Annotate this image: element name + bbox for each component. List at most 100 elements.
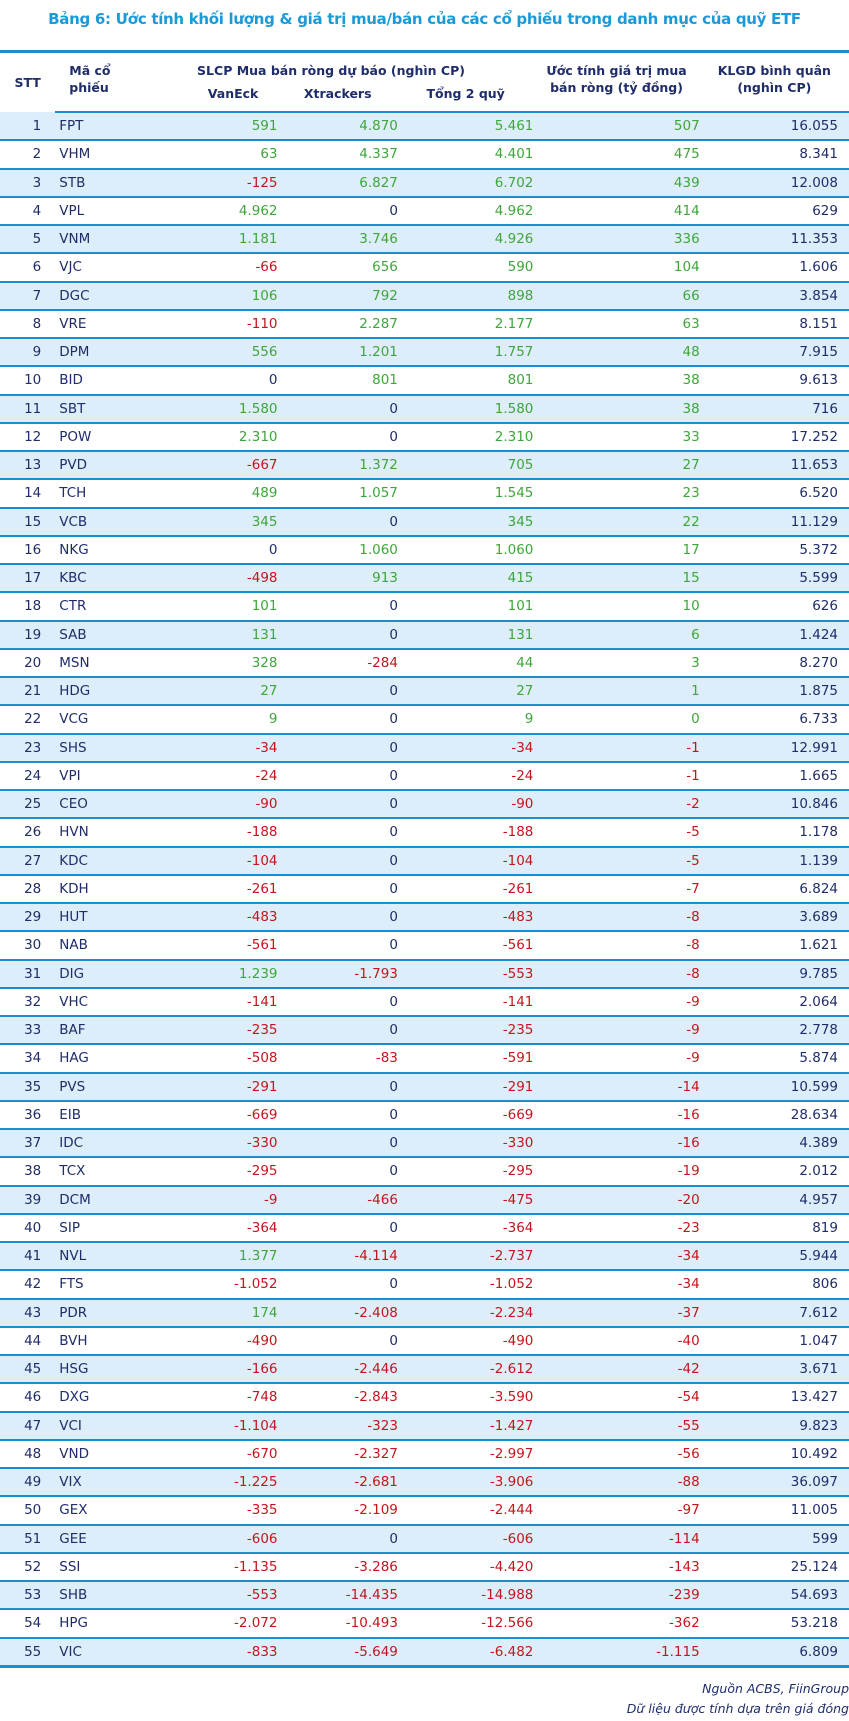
- cell-klgd: 12.991: [699, 733, 849, 763]
- cell-klgd: 53.218: [699, 1609, 849, 1639]
- header-stt: STT: [0, 50, 56, 112]
- cell-value: -97: [533, 1496, 700, 1526]
- cell-xtrackers: -83: [277, 1044, 398, 1074]
- cell-value: -37: [533, 1298, 700, 1328]
- cell-stt: 33: [0, 1016, 56, 1046]
- cell-total: -24: [397, 761, 534, 792]
- cell-stt: 40: [0, 1213, 56, 1244]
- cell-code: HPG: [55, 1609, 129, 1639]
- table-row: 21 HDG 27 0 27 1 1.875: [0, 677, 849, 707]
- cell-value: -9: [533, 1044, 700, 1074]
- cell-value: 38: [533, 394, 700, 424]
- cell-stt: 7: [0, 281, 56, 311]
- cell-xtrackers: 913: [277, 564, 398, 594]
- cell-value: 63: [533, 309, 700, 340]
- table-row: 2 VHM 63 4.337 4.401 475 8.341: [0, 140, 849, 170]
- cell-vaneck: 328: [128, 648, 278, 679]
- cell-code: FPT: [55, 112, 129, 142]
- cell-value: -8: [533, 959, 700, 989]
- cell-code: PVS: [55, 1072, 129, 1102]
- table-row: 16 NKG 0 1.060 1.060 17 5.372: [0, 535, 849, 566]
- cell-value: -23: [533, 1213, 700, 1244]
- cell-total: -2.234: [397, 1298, 534, 1328]
- cell-xtrackers: 1.057: [277, 479, 398, 509]
- cell-code: HAG: [55, 1044, 129, 1074]
- cell-klgd: 10.599: [699, 1072, 849, 1102]
- cell-klgd: 28.634: [699, 1100, 849, 1131]
- cell-stt: 2: [0, 140, 56, 170]
- table-row: 19 SAB 131 0 131 6 1.424: [0, 620, 849, 650]
- header-value-1: Ước tính giá trị mua: [533, 50, 700, 79]
- table-row: 44 BVH -490 0 -490 -40 1.047: [0, 1326, 849, 1357]
- cell-klgd: 1.621: [699, 931, 849, 961]
- cell-value: 38: [533, 366, 700, 396]
- cell-klgd: 716: [699, 394, 849, 424]
- cell-xtrackers: 0: [277, 761, 398, 792]
- cell-xtrackers: 1.060: [277, 535, 398, 566]
- cell-total: -188: [397, 818, 534, 848]
- cell-code: POW: [55, 422, 129, 453]
- cell-total: -12.566: [397, 1609, 534, 1639]
- cell-total: -34: [397, 733, 534, 763]
- cell-total: 705: [397, 451, 534, 481]
- table-row: 23 SHS -34 0 -34 -1 12.991: [0, 733, 849, 763]
- cell-code: SHS: [55, 733, 129, 763]
- cell-xtrackers: -2.843: [277, 1383, 398, 1413]
- table-row: 1 FPT 591 4.870 5.461 507 16.055: [0, 112, 849, 142]
- cell-code: VCG: [55, 705, 129, 735]
- cell-klgd: 1.875: [699, 677, 849, 707]
- cell-klgd: 10.846: [699, 790, 849, 820]
- cell-code: BAF: [55, 1016, 129, 1046]
- cell-xtrackers: 0: [277, 1326, 398, 1357]
- cell-xtrackers: 3.746: [277, 225, 398, 255]
- cell-xtrackers: 1.201: [277, 338, 398, 368]
- table-row: 24 VPI -24 0 -24 -1 1.665: [0, 761, 849, 792]
- cell-stt: 27: [0, 846, 56, 876]
- cell-value: 507: [533, 112, 700, 142]
- table-title: Bảng 6: Ước tính khối lượng & giá trị mu…: [48, 10, 801, 28]
- cell-klgd: 7.915: [699, 338, 849, 368]
- cell-stt: 54: [0, 1609, 56, 1639]
- table-row: 51 GEE -606 0 -606 -114 599: [0, 1524, 849, 1554]
- cell-code: PVD: [55, 451, 129, 481]
- cell-code: VIC: [55, 1637, 129, 1668]
- cell-xtrackers: -5.649: [277, 1637, 398, 1668]
- cell-code: VHM: [55, 140, 129, 170]
- cell-value: -362: [533, 1609, 700, 1639]
- cell-total: -1.052: [397, 1270, 534, 1300]
- cell-stt: 9: [0, 338, 56, 368]
- cell-stt: 42: [0, 1270, 56, 1300]
- cell-vaneck: 2.310: [128, 422, 278, 453]
- cell-stt: 5: [0, 225, 56, 255]
- cell-vaneck: -9: [128, 1185, 278, 1215]
- cell-xtrackers: -1.793: [277, 959, 398, 989]
- cell-stt: 6: [0, 253, 56, 283]
- cell-value: 439: [533, 168, 700, 198]
- cell-total: 44: [397, 648, 534, 679]
- cell-vaneck: -295: [128, 1157, 278, 1187]
- cell-vaneck: -670: [128, 1439, 278, 1470]
- table-row: 35 PVS -291 0 -291 -14 10.599: [0, 1072, 849, 1102]
- header-code-1: Mã cổ: [55, 50, 129, 79]
- table-row: 31 DIG 1.239 -1.793 -553 -8 9.785: [0, 959, 849, 989]
- table-row: 40 SIP -364 0 -364 -23 819: [0, 1213, 849, 1244]
- cell-code: EIB: [55, 1100, 129, 1131]
- cell-code: STB: [55, 168, 129, 198]
- table-row: 4 VPL 4.962 0 4.962 414 629: [0, 196, 849, 227]
- cell-vaneck: -141: [128, 987, 278, 1018]
- cell-klgd: 8.341: [699, 140, 849, 170]
- cell-code: KDC: [55, 846, 129, 876]
- table-row: 14 TCH 489 1.057 1.545 23 6.520: [0, 479, 849, 509]
- table-row: 43 PDR 174 -2.408 -2.234 -37 7.612: [0, 1298, 849, 1328]
- cell-xtrackers: -4.114: [277, 1242, 398, 1272]
- cell-xtrackers: -14.435: [277, 1581, 398, 1611]
- table-row: 38 TCX -295 0 -295 -19 2.012: [0, 1157, 849, 1187]
- cell-klgd: 8.151: [699, 309, 849, 340]
- cell-code: VIX: [55, 1468, 129, 1498]
- cell-stt: 4: [0, 196, 56, 227]
- cell-stt: 46: [0, 1383, 56, 1413]
- cell-klgd: 11.653: [699, 451, 849, 481]
- cell-value: 3: [533, 648, 700, 679]
- cell-klgd: 10.492: [699, 1439, 849, 1470]
- table-row: 33 BAF -235 0 -235 -9 2.778: [0, 1016, 849, 1046]
